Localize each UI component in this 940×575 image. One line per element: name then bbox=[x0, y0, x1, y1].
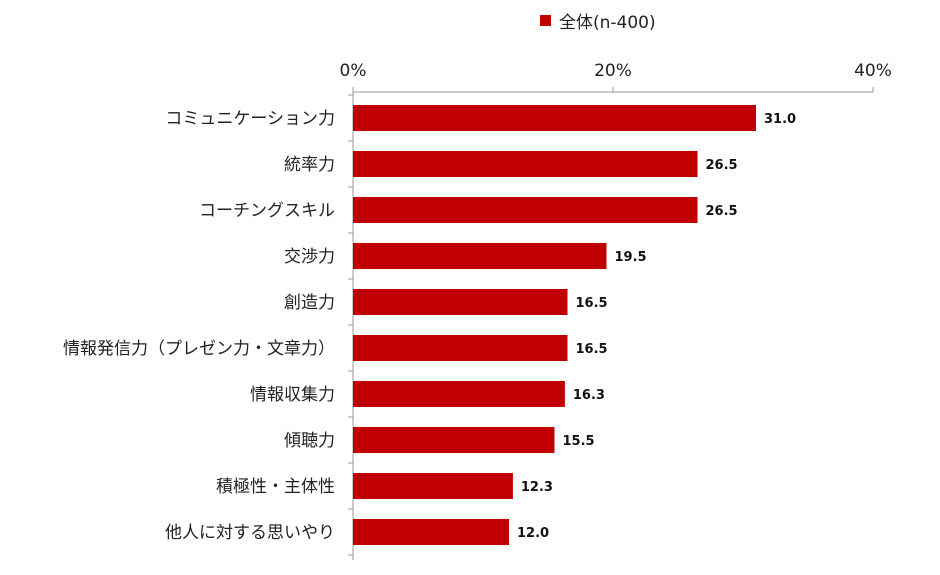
x-tick-label: 0% bbox=[340, 61, 367, 81]
category-label: 情報収集力 bbox=[250, 385, 335, 405]
category-label: 情報発信力（プレゼン力・文章力） bbox=[63, 339, 335, 359]
bar bbox=[353, 473, 513, 499]
bar bbox=[353, 519, 509, 545]
data-label: 31.0 bbox=[764, 112, 796, 127]
bar bbox=[353, 289, 568, 315]
legend-swatch bbox=[540, 15, 551, 26]
data-label: 16.5 bbox=[576, 342, 608, 357]
category-label: 統率力 bbox=[284, 155, 335, 175]
data-label: 26.5 bbox=[706, 204, 738, 219]
bars bbox=[353, 105, 756, 545]
x-tick-label: 40% bbox=[854, 61, 892, 81]
category-label: コミュニケーション力 bbox=[165, 109, 335, 129]
data-label: 26.5 bbox=[706, 158, 738, 173]
bar bbox=[353, 427, 555, 453]
data-label: 12.0 bbox=[517, 526, 549, 541]
category-label: 傾聴力 bbox=[284, 431, 335, 451]
data-label: 15.5 bbox=[563, 434, 595, 449]
data-label: 16.5 bbox=[576, 296, 608, 311]
x-tick-label: 20% bbox=[594, 61, 632, 81]
bar bbox=[353, 151, 698, 177]
bar bbox=[353, 335, 568, 361]
data-label: 16.3 bbox=[573, 388, 605, 403]
legend-label: 全体(n-400) bbox=[559, 13, 656, 33]
data-label: 19.5 bbox=[615, 250, 647, 265]
category-labels: コミュニケーション力統率力コーチングスキル交渉力創造力情報発信力（プレゼン力・文… bbox=[63, 109, 335, 543]
category-label: コーチングスキル bbox=[199, 201, 335, 221]
bar bbox=[353, 105, 756, 131]
legend: 全体(n-400) bbox=[540, 13, 656, 33]
category-label: 他人に対する思いやり bbox=[165, 523, 335, 543]
bar bbox=[353, 381, 565, 407]
value-labels: 31.0 26.5 26.5 19.5 16.5 16.5 16.3 15.5 12.3 12.0 bbox=[517, 112, 796, 541]
category-label: 積極性・主体性 bbox=[216, 477, 335, 497]
category-label: 交渉力 bbox=[284, 247, 335, 267]
bar bbox=[353, 197, 698, 223]
data-label: 12.3 bbox=[521, 480, 553, 495]
category-label: 創造力 bbox=[284, 293, 335, 313]
bar bbox=[353, 243, 607, 269]
